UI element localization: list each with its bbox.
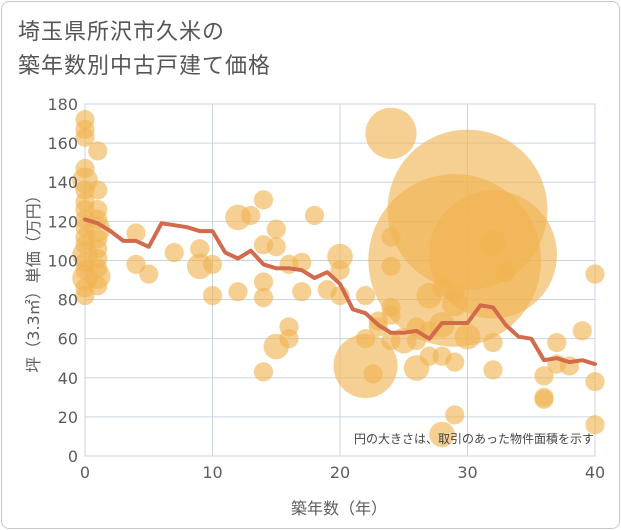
bubble-50 — [279, 329, 299, 349]
axis-ticks: 0 20 40 60 80 100 120 140 160 180 0 10 20 30 40 — [47, 95, 605, 482]
y-tick-label-60: 60 — [58, 330, 78, 349]
y-tick-label-100: 100 — [47, 251, 78, 270]
bubble-55 — [327, 243, 353, 270]
chart-title-line-2: 築年数別中古戸建て価格 — [18, 54, 272, 79]
grid-lines — [84, 103, 596, 457]
x-tick-label-30: 30 — [457, 463, 477, 482]
bubble-84 — [445, 352, 465, 372]
bubble-93 — [534, 366, 554, 386]
bubble-51 — [292, 252, 312, 272]
x-axis-label: 築年数（年） — [291, 499, 387, 518]
bubble-38 — [228, 282, 248, 302]
bubble-91 — [483, 360, 503, 380]
bubble-2 — [75, 127, 95, 147]
bubble-36 — [202, 286, 223, 306]
bubble-43 — [253, 288, 274, 308]
bubble-45 — [266, 219, 286, 239]
bubble-64 — [365, 107, 417, 159]
bubble-series — [72, 107, 605, 448]
y-tick-label-40: 40 — [58, 369, 78, 388]
bubble-32 — [164, 243, 184, 263]
y-tick-label-180: 180 — [47, 95, 78, 114]
bubble-90 — [483, 332, 503, 353]
bubble-44 — [253, 362, 274, 382]
bubble-80 — [429, 421, 455, 448]
y-tick-label-80: 80 — [58, 291, 78, 310]
chart-title-line-1: 埼玉県所沢市久米の — [18, 20, 226, 45]
x-tick-label-10: 10 — [202, 463, 222, 482]
bubble-99 — [572, 321, 592, 341]
bubble-35 — [202, 254, 223, 274]
bubble-101 — [585, 372, 605, 392]
bubble-102 — [585, 415, 605, 435]
bubble-61 — [363, 364, 383, 384]
chart-title: 埼玉県所沢市久米の 築年数別中古戸建て価格 — [18, 16, 271, 84]
y-tick-label-160: 160 — [47, 134, 78, 153]
bubble-56 — [330, 260, 350, 280]
x-tick-label-20: 20 — [330, 463, 350, 482]
bubble-89 — [480, 230, 506, 256]
bubble-46 — [266, 237, 286, 257]
bubble-60 — [333, 334, 398, 399]
y-axis-label: 坪（3.3㎡）単価（万円） — [24, 187, 43, 372]
y-tick-label-0: 0 — [68, 447, 78, 466]
x-tick-label-0: 0 — [80, 463, 90, 482]
trend-series — [83, 217, 597, 367]
bubble-29 — [126, 223, 146, 243]
bubble-95 — [534, 389, 554, 409]
y-tick-label-120: 120 — [47, 212, 78, 231]
bubble-33 — [190, 239, 210, 259]
bubble-18 — [88, 141, 108, 161]
bubble-28 — [88, 276, 108, 296]
bubble-92 — [496, 262, 516, 282]
bubble-96 — [547, 332, 567, 353]
trend-line — [83, 217, 597, 367]
bubble-19 — [88, 180, 108, 200]
bubble-85 — [445, 405, 465, 425]
y-tick-label-140: 140 — [47, 173, 78, 192]
bubble-100 — [585, 264, 605, 284]
bubble-31 — [139, 264, 159, 284]
bubble-52 — [292, 282, 312, 302]
bubble-40 — [253, 190, 274, 210]
bubble-size-note: 円の大きさは、取引のあった物件面積を示す — [354, 431, 594, 446]
bubble-42 — [253, 272, 274, 292]
bubble-39 — [241, 205, 261, 226]
bubble-53 — [304, 205, 325, 226]
bubble-58 — [355, 286, 376, 306]
x-tick-label-40: 40 — [585, 463, 605, 482]
y-tick-label-20: 20 — [58, 408, 78, 427]
bubble-87 — [454, 323, 481, 350]
